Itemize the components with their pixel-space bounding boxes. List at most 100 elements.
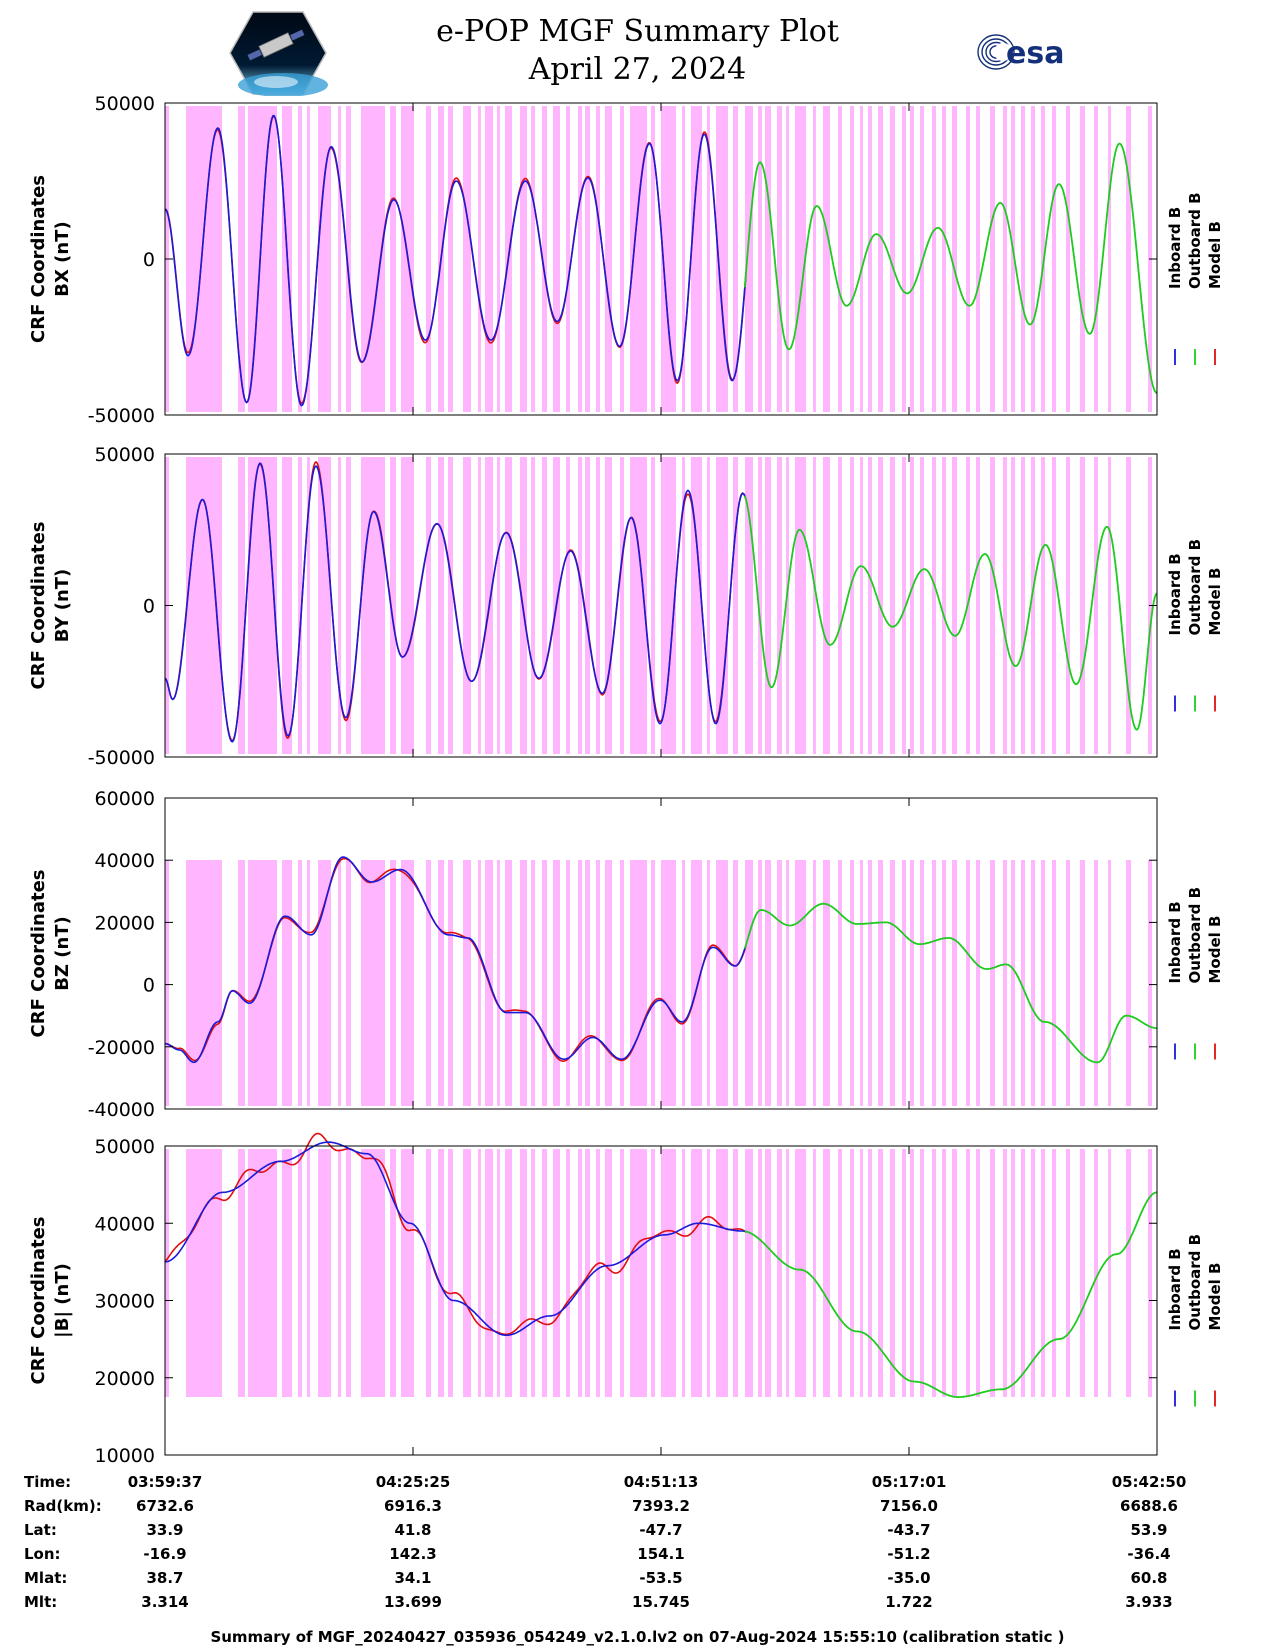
- coverage-bar: [990, 860, 995, 1106]
- coverage-bar: [745, 1149, 753, 1397]
- y-tick-label: 40000: [95, 850, 155, 872]
- coverage-bar: [298, 1149, 302, 1397]
- coverage-bar: [1066, 106, 1070, 412]
- y-tick-label: 0: [143, 975, 155, 997]
- coverage-bar: [1003, 1149, 1007, 1397]
- coverage-bar: [682, 457, 685, 754]
- coverage-bar: [596, 860, 600, 1106]
- coverage-bar: [902, 106, 906, 412]
- coverage-bar: [596, 1149, 600, 1397]
- coverage-bar: [478, 457, 481, 754]
- coverage-bar: [786, 457, 789, 754]
- coverage-bar: [531, 1149, 535, 1397]
- coverage-bar: [745, 860, 753, 1106]
- coverage-bar: [448, 106, 453, 412]
- coverage-bar: [620, 860, 624, 1106]
- coverage-bar: [932, 457, 936, 754]
- coverage-bar: [682, 860, 685, 1106]
- coverage-bar: [1041, 860, 1045, 1106]
- coverage-bar: [1011, 457, 1015, 754]
- coverage-bar: [1052, 1149, 1056, 1397]
- coverage-bar: [463, 1149, 471, 1397]
- coverage-bar: [282, 457, 292, 754]
- y-tick-label: -50000: [88, 405, 155, 427]
- coverage-bar: [1094, 106, 1098, 412]
- coverage-bar: [850, 457, 854, 754]
- legend-label: Outboard B: [1186, 1234, 1204, 1331]
- coverage-bar: [661, 457, 676, 754]
- y-tick-label: 10000: [95, 1445, 155, 1467]
- coverage-bar: [401, 457, 414, 754]
- coverage-bar: [661, 860, 676, 1106]
- coverage-bar: [716, 1149, 728, 1397]
- coverage-bar: [165, 860, 169, 1106]
- legend-label: Inboard B: [1166, 207, 1184, 289]
- coverage-bar: [691, 457, 702, 754]
- coverage-bar: [1041, 457, 1045, 754]
- coverage-bar: [902, 860, 906, 1106]
- coverage-bar: [716, 860, 728, 1106]
- coverage-bar: [520, 860, 527, 1106]
- coverage-bar: [661, 106, 676, 412]
- coverage-bar: [338, 860, 341, 1106]
- coverage-bar: [1003, 860, 1007, 1106]
- coverage-bar: [248, 1149, 277, 1397]
- coverage-bar: [1080, 106, 1085, 412]
- coverage-bar: [1126, 106, 1131, 412]
- coverage-bar: [890, 1149, 895, 1397]
- panel-absb: 50000 40000 30000 20000 10000 CRF Coordinates…: [28, 1132, 1224, 1467]
- coverage-bar: [1094, 860, 1098, 1106]
- coverage-bar: [765, 457, 771, 754]
- coverage-bar: [505, 860, 512, 1106]
- coverage-bar: [765, 860, 771, 1106]
- coverage-bar: [485, 1149, 493, 1397]
- coverage-bar: [910, 106, 914, 412]
- coverage-bar: [585, 1149, 590, 1397]
- y-tick-label: 50000: [95, 1136, 155, 1158]
- esa-logo-text: esa: [1006, 36, 1064, 71]
- coverage-bar: [952, 457, 957, 754]
- coverage-bar: [942, 860, 946, 1106]
- coverage-bar: [651, 1149, 655, 1397]
- coverage-bar: [942, 1149, 946, 1397]
- coverage-bar: [620, 457, 624, 754]
- series-inboard-b: [164, 856, 747, 1064]
- coverage-bar: [426, 860, 431, 1106]
- coverage-bar: [1094, 457, 1098, 754]
- coverage-bar: [605, 1149, 612, 1397]
- coverage-bar: [920, 860, 924, 1106]
- coverage-bar: [838, 860, 842, 1106]
- coverage-bar: [630, 1149, 647, 1397]
- coverage-bar: [952, 106, 957, 412]
- coverage-bar: [860, 457, 863, 754]
- series-inboard-b: [164, 114, 747, 407]
- coverage-bar: [661, 1149, 676, 1397]
- coverage-bar: [777, 457, 782, 754]
- coverage-bar: [542, 1149, 547, 1397]
- coverage-bar: [605, 106, 612, 412]
- series-outboard-b: [743, 902, 1157, 1064]
- coverage-bar: [932, 1149, 936, 1397]
- coverage-bar: [651, 106, 655, 412]
- coverage-bar: [860, 1149, 863, 1397]
- coverage-bar: [976, 457, 980, 754]
- coverage-bar: [1052, 106, 1056, 412]
- coverage-bar: [578, 457, 582, 754]
- y-axis-title: BZ (nT): [52, 916, 73, 991]
- y-tick-label: -50000: [88, 747, 155, 769]
- coverage-bar: [542, 457, 547, 754]
- y-tick-label: 20000: [95, 912, 155, 934]
- coverage-bar: [1094, 1149, 1098, 1397]
- coverage-bar: [990, 1149, 995, 1397]
- coverage-bar: [850, 106, 854, 412]
- y-axis-title: CRF Coordinates: [28, 870, 49, 1038]
- coverage-bar: [596, 457, 600, 754]
- coverage-bar: [505, 1149, 512, 1397]
- coverage-bar: [346, 1149, 351, 1397]
- coverage-bar: [777, 1149, 782, 1397]
- y-tick-label: 0: [143, 596, 155, 618]
- y-axis-title: BY (nT): [52, 569, 73, 643]
- coverage-bar: [682, 1149, 685, 1397]
- panel-bz: 60000 40000 20000 0 -20000 -40000 CRF Coordina…: [28, 788, 1224, 1121]
- coverage-bar: [786, 860, 789, 1106]
